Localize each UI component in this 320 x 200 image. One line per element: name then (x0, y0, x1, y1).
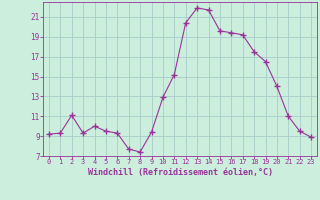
X-axis label: Windchill (Refroidissement éolien,°C): Windchill (Refroidissement éolien,°C) (87, 168, 273, 177)
